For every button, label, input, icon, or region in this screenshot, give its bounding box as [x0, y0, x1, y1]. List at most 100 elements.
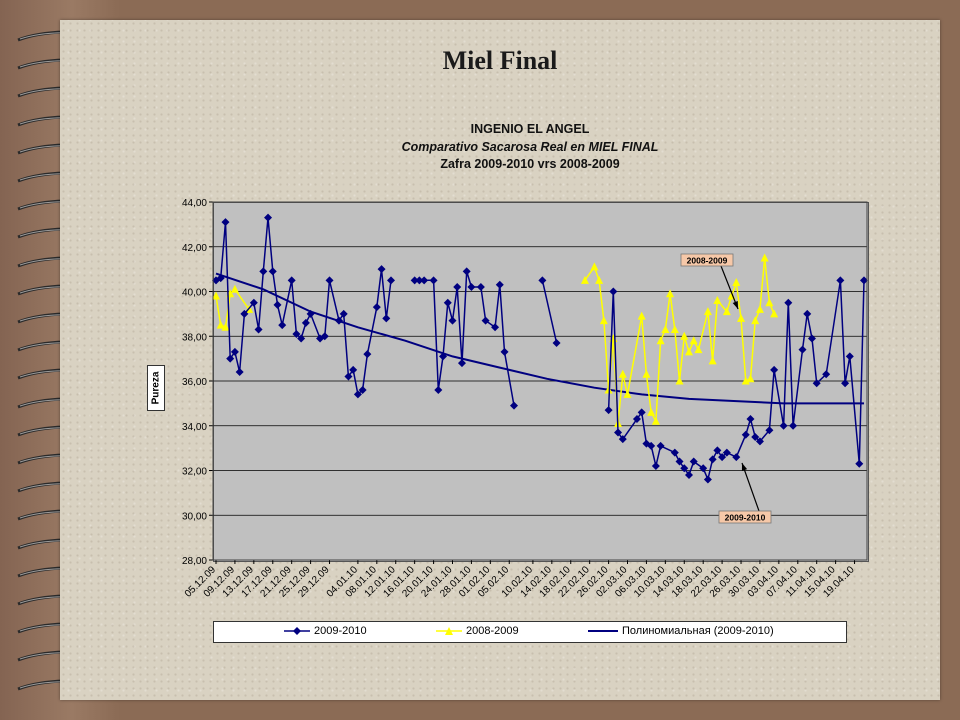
point-2009-2010	[651, 462, 660, 471]
chart-title-company: INGENIO EL ANGEL	[470, 122, 590, 136]
point-2009-2010	[718, 453, 727, 462]
point-2008-2009	[746, 374, 755, 383]
point-2008-2009	[618, 369, 627, 378]
point-2009-2010	[429, 276, 438, 285]
point-2008-2009	[751, 316, 760, 325]
point-2009-2010	[845, 352, 854, 361]
point-2009-2010	[836, 276, 845, 285]
point-2008-2009	[590, 262, 599, 271]
point-2009-2010	[259, 267, 268, 276]
legend-marker-2008-2009	[436, 627, 462, 635]
point-2009-2010	[552, 338, 561, 347]
legend-label-2009-2010: 2009-2010	[314, 625, 367, 637]
point-2009-2010	[453, 283, 462, 292]
point-2009-2010	[656, 441, 665, 450]
point-2009-2010	[415, 276, 424, 285]
plot-border	[212, 201, 868, 561]
point-2008-2009	[708, 356, 717, 365]
point-2008-2009	[609, 333, 618, 342]
point-2009-2010	[509, 401, 518, 410]
point-2009-2010	[320, 332, 329, 341]
point-2008-2009	[760, 253, 769, 262]
legend-label-trendline: Полиномиальная (2009-2010)	[622, 625, 774, 637]
point-2008-2009	[212, 291, 220, 300]
point-2009-2010	[495, 280, 504, 289]
point-2009-2010	[732, 453, 741, 462]
y-tick-label: 44,00	[182, 198, 207, 209]
point-2009-2010	[230, 347, 239, 356]
point-2009-2010	[765, 426, 774, 435]
point-2009-2010	[372, 303, 381, 312]
point-2008-2009	[755, 304, 764, 313]
series-line-2009-2010	[215, 217, 392, 396]
point-2009-2010	[812, 379, 821, 388]
point-2009-2010	[670, 448, 679, 457]
slide-title: Miel Final	[442, 46, 558, 75]
point-2009-2010	[779, 421, 788, 430]
point-2009-2010	[841, 379, 850, 388]
annotation-2009-2010-label: 2009-2010	[725, 513, 766, 523]
annotation-2009-2010-arrow	[741, 462, 760, 512]
point-2009-2010	[632, 415, 641, 424]
point-2009-2010	[382, 314, 391, 323]
point-2009-2010	[358, 385, 367, 394]
point-2008-2009	[741, 376, 750, 385]
point-2009-2010	[249, 298, 258, 307]
legend-item-trendline: Полиномиальная (2009-2010)	[588, 625, 774, 637]
point-2008-2009	[694, 345, 703, 354]
y-tick-label: 38,00	[182, 332, 207, 343]
point-2008-2009	[647, 407, 656, 416]
y-tick-label: 28,00	[182, 556, 207, 567]
point-2009-2010	[301, 318, 310, 327]
point-2009-2010	[278, 321, 287, 330]
point-2008-2009	[684, 347, 693, 356]
point-2008-2009	[637, 311, 646, 320]
point-2009-2010	[226, 354, 235, 363]
legend-label-2008-2009: 2008-2009	[466, 625, 519, 637]
point-2008-2009	[689, 336, 698, 345]
point-2009-2010	[216, 274, 225, 283]
y-tick-label: 30,00	[182, 511, 207, 522]
point-2009-2010	[751, 432, 760, 441]
y-tick-label: 34,00	[182, 422, 207, 433]
annotation-2009-2010-box	[718, 510, 772, 524]
point-2009-2010	[349, 365, 358, 374]
point-2009-2010	[334, 316, 343, 325]
point-2008-2009	[737, 313, 746, 322]
point-2009-2010	[273, 300, 282, 309]
point-2009-2010	[235, 368, 244, 377]
point-2009-2010	[254, 325, 263, 334]
point-2009-2010	[377, 265, 386, 274]
point-2009-2010	[741, 430, 750, 439]
point-2008-2009	[642, 369, 651, 378]
point-2009-2010	[476, 283, 485, 292]
point-2009-2010	[410, 276, 419, 285]
point-2009-2010	[855, 459, 864, 468]
point-2009-2010	[803, 309, 812, 318]
point-2009-2010	[798, 345, 807, 354]
point-2009-2010	[722, 448, 731, 457]
point-2009-2010	[344, 372, 353, 381]
point-2009-2010	[457, 359, 466, 368]
point-2009-2010	[353, 390, 362, 399]
y-axis-label-box: Pureza	[147, 365, 165, 411]
point-2009-2010	[363, 350, 372, 359]
point-2009-2010	[770, 365, 779, 374]
y-tick-label: 32,00	[182, 467, 207, 478]
point-2008-2009	[732, 278, 741, 287]
point-2008-2009	[770, 309, 779, 318]
y-tick-label: 42,00	[182, 243, 207, 254]
point-2009-2010	[807, 334, 816, 343]
point-2008-2009	[680, 331, 689, 340]
point-2009-2010	[434, 385, 443, 394]
y-tick-label: 40,00	[182, 288, 207, 299]
point-2009-2010	[708, 455, 717, 464]
point-2009-2010	[860, 276, 868, 285]
legend-item-2009-2010: 2009-2010	[284, 625, 367, 637]
legend-item-2008-2009: 2008-2009	[436, 625, 519, 637]
point-2009-2010	[221, 218, 230, 227]
point-2008-2009	[670, 325, 679, 334]
point-2008-2009	[722, 307, 731, 316]
chart-legend: 2009-2010 2008-2009 Полиномиальная (2009…	[213, 621, 847, 643]
